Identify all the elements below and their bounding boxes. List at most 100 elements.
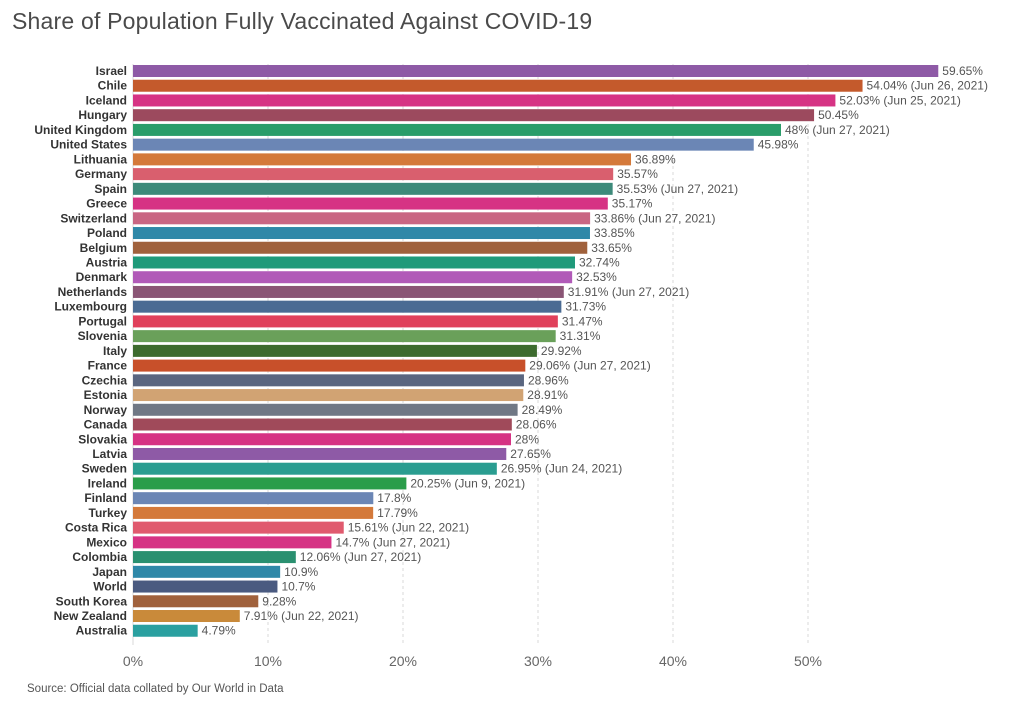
country-label: Colombia [72,550,127,564]
value-label: 10.7% [281,580,315,594]
bar [133,330,556,343]
x-tick-label: 40% [659,653,687,669]
value-label: 14.7% (Jun 27, 2021) [335,535,450,549]
value-label: 45.98% [758,138,799,152]
country-label: Japan [92,565,127,579]
country-label: Portugal [78,314,127,328]
value-label: 10.9% [284,565,318,579]
bar [133,182,613,195]
bar [133,462,497,475]
country-label: Iceland [86,93,127,107]
value-label: 28.06% [516,418,557,432]
bar [133,256,575,269]
value-label: 17.8% [377,491,411,505]
value-label: 31.73% [565,300,606,314]
value-label: 9.28% [262,594,296,608]
country-label: Slovakia [78,432,127,446]
value-label: 29.06% (Jun 27, 2021) [529,359,650,373]
country-label: Greece [86,197,127,211]
country-label: Czechia [82,373,128,387]
bar [133,285,564,298]
source-note: Source: Official data collated by Our Wo… [27,683,284,695]
value-label: 27.65% [510,447,551,461]
value-label: 33.85% [594,226,635,240]
bar [133,94,836,107]
x-axis-ticks: 0% 10% 20% 30% 40% 50% [123,653,822,669]
value-label: 33.86% (Jun 27, 2021) [594,211,715,225]
value-label: 29.92% [541,344,582,358]
bar [133,580,278,593]
country-label: Hungary [78,108,127,122]
value-label: 35.57% [617,167,658,181]
bar-labels: Israel 59.65% Chile 54.04% (Jun 26, 2021) Ic… [34,64,988,638]
country-label: Chile [98,79,128,93]
country-label: Costa Rica [65,521,127,535]
country-label: Luxembourg [54,300,127,314]
country-label: Norway [84,403,128,417]
value-label: 54.04% (Jun 26, 2021) [867,79,988,93]
country-label: Mexico [86,535,127,549]
country-label: World [93,580,127,594]
country-label: Latvia [92,447,127,461]
bar [133,359,526,372]
value-label: 12.06% (Jun 27, 2021) [300,550,421,564]
value-label: 32.53% [576,270,617,284]
value-label: 20.25% (Jun 9, 2021) [410,476,525,490]
country-label: Canada [84,418,128,432]
bar [133,79,863,92]
country-label: France [88,359,128,373]
value-label: 28.96% [528,373,569,387]
bar [133,109,815,122]
bar [133,403,518,416]
value-label: 52.03% (Jun 25, 2021) [839,93,960,107]
bar [133,565,281,578]
value-label: 28% [515,432,539,446]
country-label: Netherlands [58,285,128,299]
value-label: 31.91% (Jun 27, 2021) [568,285,689,299]
bar [133,344,537,357]
value-label: 35.53% (Jun 27, 2021) [617,182,738,196]
bar [133,433,511,446]
bar [133,624,198,637]
x-tick-label: 20% [389,653,417,669]
x-tick-label: 30% [524,653,552,669]
value-label: 50.45% [818,108,859,122]
bar [133,374,524,387]
country-label: Turkey [89,506,128,520]
country-label: Australia [76,624,128,638]
bar [133,138,754,151]
country-label: Slovenia [78,329,128,343]
value-label: 59.65% [942,64,983,78]
country-label: United States [50,138,127,152]
bar [133,153,632,166]
country-label: New Zealand [54,609,127,623]
country-label: South Korea [56,594,128,608]
country-label: Finland [84,491,127,505]
bar [133,492,374,505]
value-label: 15.61% (Jun 22, 2021) [348,521,469,535]
country-label: Estonia [84,388,128,402]
country-label: Lithuania [74,152,128,166]
chart-title: Share of Population Fully Vaccinated Aga… [12,8,593,34]
bar [133,389,524,402]
value-label: 36.89% [635,152,676,166]
bar [133,536,332,549]
value-label: 48% (Jun 27, 2021) [785,123,890,137]
bar [133,227,590,240]
x-tick-label: 50% [794,653,822,669]
country-label: Sweden [82,462,127,476]
bar [133,168,614,181]
bar [133,65,939,77]
value-label: 31.47% [562,314,603,328]
value-label: 28.91% [527,388,568,402]
x-tick-label: 10% [254,653,282,669]
country-label: Germany [75,167,127,181]
country-label: Italy [103,344,127,358]
value-label: 28.49% [522,403,563,417]
bar [133,241,588,254]
bar [133,595,259,608]
value-label: 32.74% [579,255,620,269]
bar [133,212,591,225]
value-label: 33.65% [591,241,632,255]
